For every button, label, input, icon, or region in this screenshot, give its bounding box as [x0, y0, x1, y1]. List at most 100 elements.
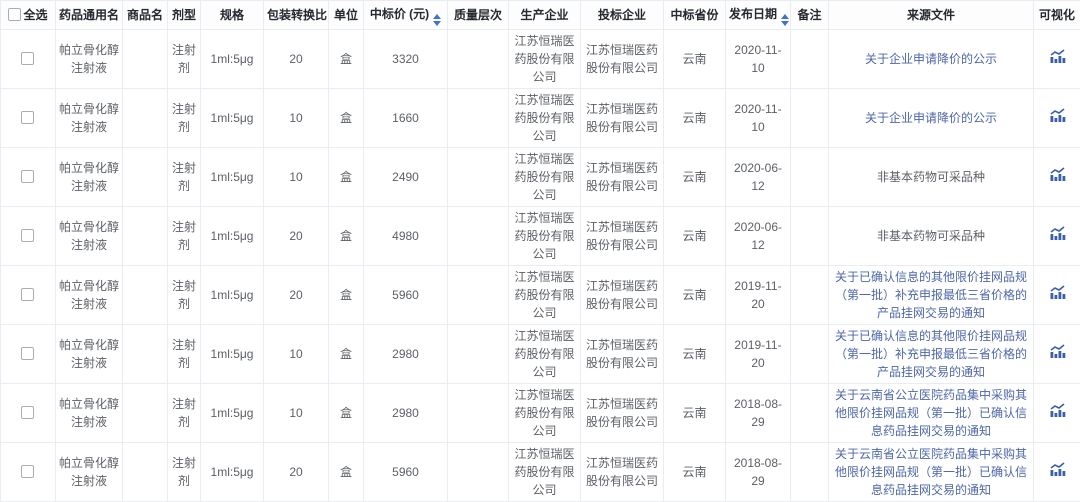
quality-cell: [448, 443, 509, 502]
generic-name-cell: 帕立骨化醇注射液: [56, 325, 123, 384]
source-cell: 关于已确认信息的其他限价挂网品规（第一批）补充申报最低三省价格的产品挂网交易的通…: [829, 325, 1034, 384]
publish-date-cell: 2020-06-12: [726, 207, 791, 266]
quality-cell: [448, 325, 509, 384]
select-cell: [1, 207, 56, 266]
source-cell: 关于已确认信息的其他限价挂网品规（第一批）补充申报最低三省价格的产品挂网交易的通…: [829, 266, 1034, 325]
publish-date-cell: 2020-11-10: [726, 89, 791, 148]
select-cell: [1, 384, 56, 443]
province-cell: 云南: [664, 207, 726, 266]
row-checkbox[interactable]: [21, 111, 34, 124]
generic-name-cell: 帕立骨化醇注射液: [56, 443, 123, 502]
spec-cell: 1ml:5μg: [201, 30, 264, 89]
bar-chart-icon[interactable]: [1049, 167, 1066, 182]
generic-name-cell: 帕立骨化醇注射液: [56, 148, 123, 207]
publish-date-cell: 2020-11-10: [726, 30, 791, 89]
visualization-cell: [1034, 266, 1080, 325]
bar-chart-icon[interactable]: [1049, 344, 1066, 359]
column-dosage-form: 剂型: [168, 1, 201, 30]
dosage-form-cell: 注射剂: [168, 384, 201, 443]
bar-chart-icon[interactable]: [1049, 49, 1066, 64]
source-cell: 关于企业申请降价的公示: [829, 30, 1034, 89]
row-checkbox[interactable]: [21, 288, 34, 301]
trade-name-cell: [123, 443, 168, 502]
bidder-cell: 江苏恒瑞医药股份有限公司: [581, 30, 664, 89]
row-checkbox[interactable]: [21, 465, 34, 478]
bar-chart-icon[interactable]: [1049, 462, 1066, 477]
remark-cell: [791, 207, 829, 266]
select-cell: [1, 443, 56, 502]
trade-name-cell: [123, 325, 168, 384]
trade-name-cell: [123, 148, 168, 207]
column-visualization: 可视化: [1034, 1, 1080, 30]
publish-date-cell: 2019-11-20: [726, 266, 791, 325]
province-cell: 云南: [664, 30, 726, 89]
bar-chart-icon[interactable]: [1049, 226, 1066, 241]
price-cell: 3320: [364, 30, 448, 89]
spec-cell: 1ml:5μg: [201, 266, 264, 325]
column-spec: 规格: [201, 1, 264, 30]
remark-cell: [791, 443, 829, 502]
row-checkbox[interactable]: [21, 170, 34, 183]
table-row: 帕立骨化醇注射液 注射剂 1ml:5μg 10 盒 2980 江苏恒瑞医药股份有…: [1, 384, 1080, 443]
price-cell: 4980: [364, 207, 448, 266]
price-cell: 1660: [364, 89, 448, 148]
bar-chart-icon[interactable]: [1049, 285, 1066, 300]
source-file-link[interactable]: 关于云南省公立医院药品集中采购其他限价挂网品规（第一批）已确认信息药品挂网交易的…: [835, 388, 1027, 438]
visualization-cell: [1034, 30, 1080, 89]
remark-cell: [791, 384, 829, 443]
dosage-form-cell: 注射剂: [168, 207, 201, 266]
table-body: 帕立骨化醇注射液 注射剂 1ml:5μg 20 盒 3320 江苏恒瑞医药股份有…: [1, 30, 1080, 502]
bidder-cell: 江苏恒瑞医药股份有限公司: [581, 148, 664, 207]
table-row: 帕立骨化醇注射液 注射剂 1ml:5μg 10 盒 2490 江苏恒瑞医药股份有…: [1, 148, 1080, 207]
sort-arrows-icon[interactable]: [433, 14, 441, 26]
source-file-link[interactable]: 关于已确认信息的其他限价挂网品规（第一批）补充申报最低三省价格的产品挂网交易的通…: [835, 270, 1027, 320]
column-generic-name: 药品通用名: [56, 1, 123, 30]
select-all-checkbox[interactable]: [8, 8, 21, 21]
sort-arrows-icon[interactable]: [781, 14, 789, 26]
column-pack-ratio: 包装转换比: [264, 1, 329, 30]
source-file-link[interactable]: 关于企业申请降价的公示: [865, 52, 997, 66]
column-remark: 备注: [791, 1, 829, 30]
generic-name-cell: 帕立骨化醇注射液: [56, 384, 123, 443]
quality-cell: [448, 30, 509, 89]
province-cell: 云南: [664, 266, 726, 325]
source-cell: 关于云南省公立医院药品集中采购其他限价挂网品规（第一批）已确认信息药品挂网交易的…: [829, 443, 1034, 502]
source-file-link[interactable]: 关于已确认信息的其他限价挂网品规（第一批）补充申报最低三省价格的产品挂网交易的通…: [835, 329, 1027, 379]
row-checkbox[interactable]: [21, 229, 34, 242]
pack-ratio-cell: 10: [264, 325, 329, 384]
row-checkbox[interactable]: [21, 406, 34, 419]
pack-ratio-cell: 20: [264, 266, 329, 325]
column-price[interactable]: 中标价 (元): [364, 1, 448, 30]
column-publish-date[interactable]: 发布日期: [726, 1, 791, 30]
visualization-cell: [1034, 148, 1080, 207]
province-cell: 云南: [664, 384, 726, 443]
pack-ratio-cell: 20: [264, 207, 329, 266]
quality-cell: [448, 89, 509, 148]
bidder-cell: 江苏恒瑞医药股份有限公司: [581, 443, 664, 502]
column-select-all: 全选: [1, 1, 56, 30]
manufacturer-cell: 江苏恒瑞医药股份有限公司: [509, 207, 581, 266]
bidder-cell: 江苏恒瑞医药股份有限公司: [581, 384, 664, 443]
bidder-cell: 江苏恒瑞医药股份有限公司: [581, 266, 664, 325]
row-checkbox[interactable]: [21, 52, 34, 65]
row-checkbox[interactable]: [21, 347, 34, 360]
source-file-link[interactable]: 关于企业申请降价的公示: [865, 111, 997, 125]
generic-name-cell: 帕立骨化醇注射液: [56, 30, 123, 89]
source-file-link[interactable]: 关于云南省公立医院药品集中采购其他限价挂网品规（第一批）已确认信息药品挂网交易的…: [835, 447, 1027, 497]
manufacturer-cell: 江苏恒瑞医药股份有限公司: [509, 384, 581, 443]
unit-cell: 盒: [329, 207, 364, 266]
bar-chart-icon[interactable]: [1049, 403, 1066, 418]
unit-cell: 盒: [329, 266, 364, 325]
province-cell: 云南: [664, 443, 726, 502]
remark-cell: [791, 266, 829, 325]
visualization-cell: [1034, 443, 1080, 502]
manufacturer-cell: 江苏恒瑞医药股份有限公司: [509, 266, 581, 325]
bar-chart-icon[interactable]: [1049, 108, 1066, 123]
bidder-cell: 江苏恒瑞医药股份有限公司: [581, 89, 664, 148]
dosage-form-cell: 注射剂: [168, 148, 201, 207]
column-manufacturer: 生产企业: [509, 1, 581, 30]
table-row: 帕立骨化醇注射液 注射剂 1ml:5μg 20 盒 5960 江苏恒瑞医药股份有…: [1, 443, 1080, 502]
spec-cell: 1ml:5μg: [201, 325, 264, 384]
generic-name-cell: 帕立骨化醇注射液: [56, 207, 123, 266]
quality-cell: [448, 266, 509, 325]
